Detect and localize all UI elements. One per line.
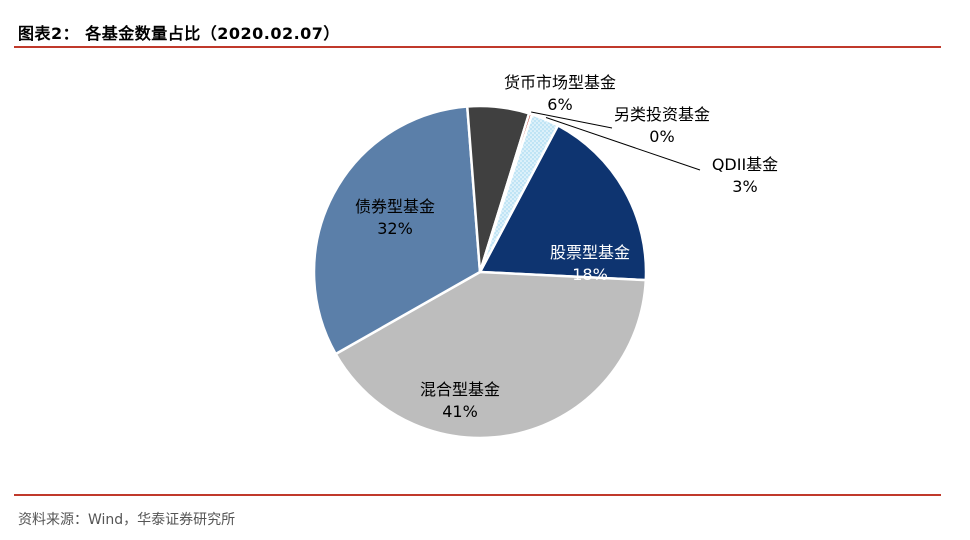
slice-value-3: 6% [547,95,572,114]
slice-label-3: 货币市场型基金 6% [504,73,616,114]
pie-slice-2 [312,105,482,356]
slice-value-5: 3% [732,177,757,196]
slice-label-1: 混合型基金 41% [420,380,500,421]
slice-name-5: QDII基金 [712,155,778,174]
footer-divider [14,494,941,496]
title-divider [14,46,941,48]
slice-label-4: 另类投资基金 0% [614,105,710,146]
leader-line-5 [545,117,701,171]
pie-slice-5 [478,113,560,274]
slice-value-0: 18% [572,265,608,284]
slice-name-4: 另类投资基金 [614,105,710,124]
source-note: 资料来源：Wind，华泰证券研究所 [18,512,236,528]
slice-name-2: 债券型基金 [355,197,435,216]
chart-title: 图表2： 各基金数量占比（2020.02.07） [18,24,340,43]
slice-value-4: 0% [649,127,674,146]
slice-label-0: 股票型基金 18% [550,243,630,284]
slice-value-1: 41% [442,402,478,421]
leader-line-4 [531,111,613,129]
slice-value-2: 32% [377,219,413,238]
slice-name-3: 货币市场型基金 [504,73,616,92]
pie-slice-1 [334,270,648,440]
slice-label-2: 债券型基金 32% [355,197,435,238]
slice-name-1: 混合型基金 [420,380,500,399]
pie-slice-0 [478,124,648,282]
slice-label-5: QDII基金 3% [712,155,778,196]
slice-name-0: 股票型基金 [550,243,630,262]
